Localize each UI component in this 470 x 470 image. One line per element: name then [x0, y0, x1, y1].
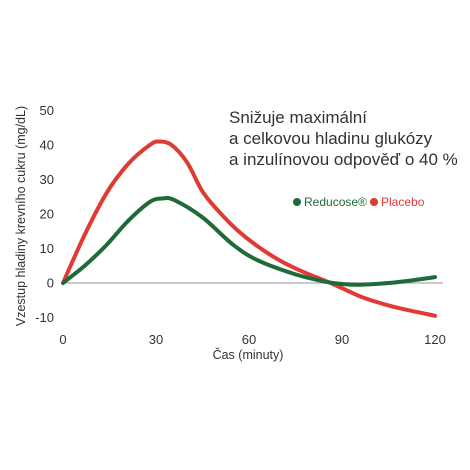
y-tick-label: 20 [40, 207, 54, 222]
series-line-reducose [61, 196, 437, 287]
y-tick-label: 30 [40, 172, 54, 187]
title-line-3: a inzulínovou odpověď o 40 % [229, 150, 458, 169]
y-axis-label: Vzestup hladiny krevního cukru (mg/dL) [14, 106, 28, 326]
legend-marker-reducose [293, 198, 301, 206]
x-axis-label: Čas (minuty) [213, 347, 284, 362]
series-line-placebo [61, 139, 437, 318]
tick-labels: 0 30 60 90 120 -10 0 10 20 30 40 50 [35, 103, 446, 347]
y-tick-label: 10 [40, 241, 54, 256]
title-line-2: a celkovou hladinu glukózy [229, 129, 433, 148]
y-tick-label: 0 [47, 276, 54, 291]
series-lines [61, 139, 437, 318]
legend-marker-placebo [370, 198, 378, 206]
y-tick-label: 50 [40, 103, 54, 118]
chart-title: Snižuje maximální a celkovou hladinu glu… [229, 108, 458, 169]
legend-label-placebo: Placebo [381, 195, 425, 209]
x-tick-label: 0 [59, 332, 66, 347]
legend: Reducose® Placebo [293, 195, 425, 209]
x-tick-label: 90 [335, 332, 349, 347]
x-tick-label: 60 [242, 332, 256, 347]
x-tick-label: 120 [424, 332, 446, 347]
y-tick-label: 40 [40, 138, 54, 153]
legend-label-reducose: Reducose® [304, 195, 367, 209]
x-tick-label: 30 [149, 332, 163, 347]
y-tick-label: -10 [35, 310, 54, 325]
title-line-1: Snižuje maximální [229, 108, 367, 127]
